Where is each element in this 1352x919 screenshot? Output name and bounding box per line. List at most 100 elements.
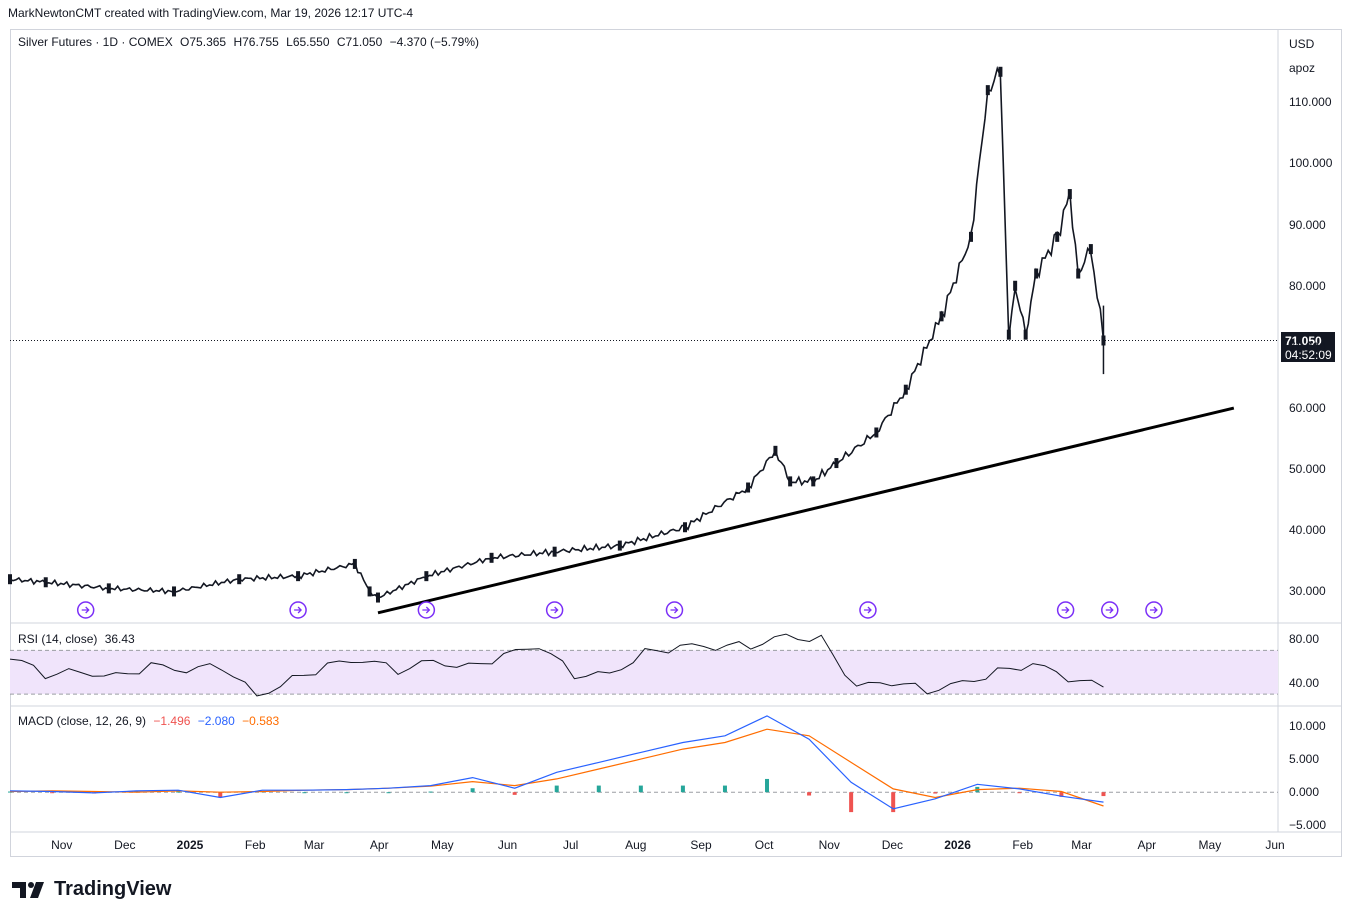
- price-tick-label: 80.000: [1289, 278, 1326, 293]
- last-price-value: 71.050: [1285, 334, 1322, 349]
- event-arrow-icon: [81, 606, 90, 614]
- macd-histogram-bar: [512, 792, 517, 795]
- time-axis-label: 2026: [944, 838, 971, 852]
- price-candle: [1013, 280, 1018, 291]
- event-arrow-icon: [670, 606, 679, 614]
- macd-histogram-bar: [218, 792, 223, 798]
- rsi-tick-label: 40.00: [1289, 676, 1320, 691]
- macd-histogram-bar: [680, 785, 685, 793]
- macd-histogram-bar: [1059, 792, 1064, 797]
- time-axis-label: Nov: [818, 838, 840, 852]
- macd-tick-label: 5.000: [1289, 752, 1320, 767]
- time-axis-label: Mar: [303, 838, 325, 852]
- macd-signal-line: [9, 728, 1104, 807]
- price-candle: [683, 522, 688, 533]
- price-candle: [552, 546, 557, 557]
- time-axis-label: Jun: [497, 838, 518, 852]
- trendline: [377, 406, 1235, 615]
- scale-mode-label[interactable]: apoz: [1289, 61, 1316, 75]
- price-candle: [237, 574, 242, 585]
- event-arrow-icon: [863, 606, 872, 614]
- last-price-tag: 71.050 04:52:09: [1281, 332, 1335, 363]
- price-tick-label: 60.000: [1289, 401, 1326, 416]
- price-candle: [424, 571, 429, 582]
- currency-label[interactable]: USD: [1289, 37, 1315, 51]
- macd-histogram-bar: [386, 792, 391, 794]
- macd-histogram-bar: [50, 792, 55, 794]
- macd-tick-label: −5.000: [1289, 818, 1327, 833]
- event-arrow-icon: [1105, 606, 1114, 614]
- macd-histogram-bar: [933, 792, 938, 794]
- macd-histogram-bar: [638, 785, 643, 793]
- price-candle: [1034, 268, 1039, 279]
- price-candle: [773, 445, 778, 456]
- price-candle: [1023, 329, 1028, 340]
- macd-legend: MACD (close, 12, 26, 9) −1.496 −2.080 −0…: [18, 714, 279, 728]
- time-axis-label: May: [1198, 838, 1222, 852]
- rsi-label[interactable]: RSI (14, close): [18, 632, 98, 646]
- price-candle: [903, 384, 908, 395]
- price-series: [9, 65, 1105, 599]
- brand-name: TradingView: [54, 878, 172, 900]
- time-axis-label: Mar: [1071, 838, 1092, 852]
- price-candle: [998, 66, 1003, 77]
- price-candle: [617, 540, 622, 551]
- price-candle: [834, 458, 839, 469]
- time-axis-label: Apr: [369, 838, 389, 852]
- event-arrow-icon: [1149, 606, 1158, 614]
- macd-histogram-bar: [428, 791, 433, 793]
- macd-histogram-bar: [302, 792, 307, 794]
- time-axis-label: Jun: [1265, 838, 1285, 852]
- macd-histogram-bar: [176, 791, 181, 793]
- legend-change: −4.370 (−5.79%): [389, 35, 480, 49]
- time-axis-label: May: [431, 838, 454, 852]
- macd-histogram-bar: [554, 785, 559, 793]
- macd-histogram-bar: [1101, 792, 1106, 797]
- rsi-line: [9, 633, 1104, 697]
- rsi-legend: RSI (14, close) 36.43: [18, 632, 135, 646]
- tradingview-logo[interactable]: TradingView: [12, 878, 171, 901]
- price-candle: [172, 586, 177, 597]
- price-candle: [746, 482, 751, 493]
- price-candle: [811, 476, 816, 487]
- legend-close: C71.050: [336, 35, 383, 49]
- rsi-tick-label: 80.00: [1289, 632, 1320, 647]
- macd-histogram-bar: [722, 785, 727, 793]
- macd-label[interactable]: MACD (close, 12, 26, 9): [18, 714, 147, 728]
- author-header: MarkNewtonCMT created with TradingView.c…: [8, 6, 414, 20]
- macd-histogram-bar: [134, 790, 139, 793]
- macd-histogram-bar: [807, 792, 812, 796]
- time-axis-label: Aug: [625, 838, 647, 852]
- price-tick-label: 90.000: [1289, 217, 1326, 232]
- macd-histogram-bar: [8, 791, 12, 793]
- tradingview-logo-icon: [12, 881, 44, 898]
- time-axis-label: Nov: [51, 838, 73, 852]
- time-axis-label: Apr: [1137, 838, 1157, 852]
- price-candle: [296, 571, 301, 582]
- time-axis-label: Dec: [114, 838, 136, 852]
- macd-line: [9, 715, 1104, 810]
- time-axis-label: Jul: [562, 838, 579, 852]
- legend-open: O75.365: [180, 35, 227, 49]
- macd-histogram-bar: [849, 792, 854, 813]
- price-candle: [43, 577, 48, 588]
- macd-hist-value: −0.583: [242, 714, 280, 728]
- price-candle: [1006, 329, 1011, 340]
- time-axis-label: 2025: [176, 838, 204, 852]
- time-axis-label: Sep: [690, 838, 712, 852]
- macd-histogram-bar: [470, 788, 475, 793]
- time-axis-label: Feb: [1012, 838, 1034, 852]
- legend-low: L65.550: [286, 35, 330, 49]
- chart-frame: [10, 29, 1342, 857]
- price-candle: [1076, 268, 1081, 279]
- event-arrow-icon: [294, 606, 303, 614]
- price-candle: [8, 574, 12, 585]
- macd-tick-label: 10.000: [1289, 718, 1326, 733]
- price-candle: [352, 558, 357, 569]
- time-axis-label: Feb: [244, 838, 266, 852]
- legend-symbol[interactable]: Silver Futures · 1D · COMEX: [18, 35, 173, 49]
- price-candle: [985, 85, 990, 96]
- macd-signal-value: −2.080: [197, 714, 235, 728]
- macd-histogram-bar: [1017, 792, 1022, 794]
